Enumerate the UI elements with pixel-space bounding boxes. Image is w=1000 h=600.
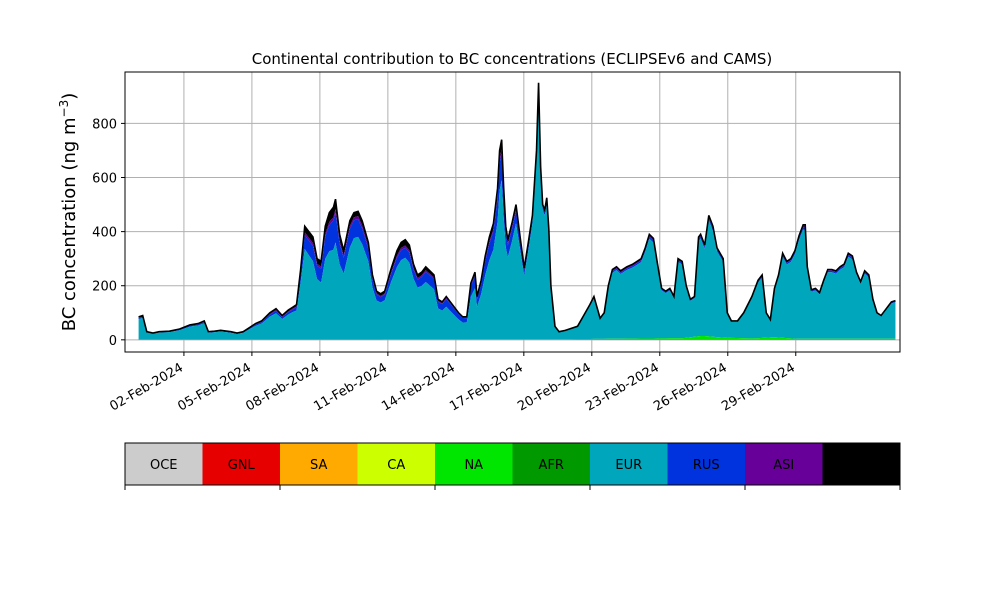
x-axis: 02-Feb-202405-Feb-202408-Feb-202411-Feb-…: [107, 352, 798, 414]
legend-swatch-gnl: [202, 443, 281, 485]
legend-label-asi: ASI: [773, 458, 794, 473]
x-tick-label: 11-Feb-2024: [311, 360, 390, 414]
legend-label-eur: EUR: [615, 458, 642, 473]
y-axis: 0 200 400 600 800: [92, 117, 125, 349]
area-eur: [138, 93, 896, 340]
legend-swatch-asi: [745, 443, 823, 485]
legend-label-na: NA: [464, 458, 483, 473]
plot-frame: [124, 71, 901, 353]
legend-swatch-eur: [590, 443, 668, 485]
x-tick-label: 29-Feb-2024: [719, 360, 798, 414]
legend-colorbar: OCE GNL SA CA NA AFR EUR RUS ASI AUS: [124, 442, 901, 490]
legend-label-aus: AUS: [848, 458, 875, 473]
x-tick-label: 20-Feb-2024: [515, 360, 594, 414]
y-tick-label: 400: [92, 226, 117, 241]
y-tick-label: 600: [92, 172, 117, 187]
y-axis-label-exponent: −3: [57, 100, 71, 118]
legend-swatch-aus: [822, 443, 901, 485]
x-tick-label: 14-Feb-2024: [379, 360, 458, 414]
y-tick-label: 200: [92, 280, 117, 295]
legend-swatch-ca: [357, 443, 436, 485]
x-tick-label: 05-Feb-2024: [175, 360, 254, 414]
x-tick-label: 08-Feb-2024: [243, 360, 322, 414]
area-na: [138, 335, 896, 340]
y-axis-label: BC concentration (ng m−3): [57, 93, 80, 332]
legend-label-ca: CA: [387, 458, 405, 473]
legend-label-gnl: GNL: [228, 458, 256, 473]
x-tick-label: 26-Feb-2024: [651, 360, 730, 414]
chart-title: Continental contribution to BC concentra…: [252, 50, 773, 68]
legend-label-afr: AFR: [539, 458, 564, 473]
legend-swatch-afr: [512, 443, 591, 485]
legend-label-rus: RUS: [693, 458, 720, 473]
legend-label-sa: SA: [310, 458, 327, 473]
legend-swatch-oce: [125, 443, 203, 485]
area-layer: [138, 82, 896, 340]
x-tick-label: 17-Feb-2024: [447, 360, 526, 414]
legend-label-oce: OCE: [150, 458, 178, 473]
legend-swatch-sa: [280, 443, 358, 485]
legend-swatch-na: [435, 443, 513, 485]
legend-swatch-rus: [667, 443, 746, 485]
x-tick-label: 23-Feb-2024: [583, 360, 662, 414]
total-line: [138, 82, 896, 334]
y-tick-label: 800: [92, 117, 117, 132]
y-axis-label-text: BC concentration (ng m: [59, 117, 80, 331]
x-tick-label: 02-Feb-2024: [107, 360, 186, 414]
gridlines: [125, 72, 900, 352]
y-axis-label-close: ): [59, 93, 80, 100]
y-tick-label: 0: [109, 334, 117, 349]
legend-frame: [124, 442, 901, 486]
